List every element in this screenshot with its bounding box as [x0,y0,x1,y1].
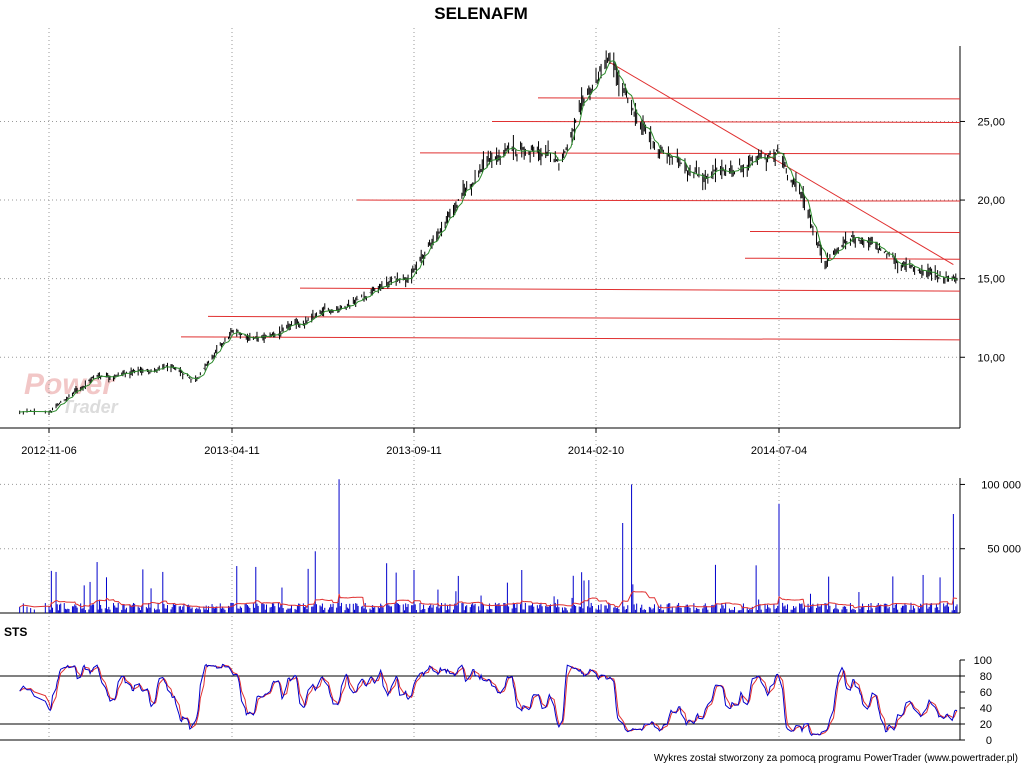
grid [0,28,965,741]
support-resistance-level [491,120,961,123]
downtrend-line [608,61,954,265]
x-tick-label: 2013-04-11 [204,445,259,457]
x-tick-label: 2014-07-04 [751,445,807,457]
support-resistance-level [419,152,961,155]
watermark-line1: Power [24,368,116,401]
osc-y-label: 100 [974,655,992,667]
osc-y-label: 40 [980,703,992,715]
volume-y-label: 50 000 [987,544,1021,556]
volume-average-line [19,590,958,610]
x-tick-label: 2013-09-11 [386,445,441,457]
osc-y-label: 60 [980,687,992,699]
price-y-label: 25,00 [977,116,1005,128]
support-resistance-level [207,315,961,320]
powertrader-watermark: Power Trader [24,368,119,417]
footer-credit: Wykres został stworzony za pomocą progra… [654,753,1018,764]
x-tick-label: 2012-11-06 [21,445,76,457]
support-resistance-level [356,199,961,202]
price-y-label: 20,00 [977,195,1005,207]
support-resistance-level [299,287,961,292]
watermark-line2: Trader [62,397,119,417]
support-resistance-level [749,230,961,233]
support-resistance-level [744,257,961,260]
volume-panel [19,479,958,613]
stochastic-k-line [19,663,958,737]
x-tick-label: 2014-02-10 [568,445,624,457]
osc-y-label: 0 [986,735,992,747]
price-panel [19,50,961,416]
price-y-label: 10,00 [977,352,1005,364]
volume-y-label: 100 000 [981,479,1021,491]
chart-title: SELENAFM [434,4,528,23]
osc-y-label: 20 [980,719,992,731]
moving-average-line [19,60,958,413]
support-resistance-level [537,97,961,100]
oscillator-label: STS [4,625,27,639]
price-y-label: 15,00 [977,274,1005,286]
osc-y-label: 80 [980,671,992,683]
oscillator-panel [19,663,958,737]
support-resistance-level [180,336,961,341]
tick-labels: 2012-11-06 2013-04-11 2013-09-11 2014-02-10… [21,116,1021,747]
